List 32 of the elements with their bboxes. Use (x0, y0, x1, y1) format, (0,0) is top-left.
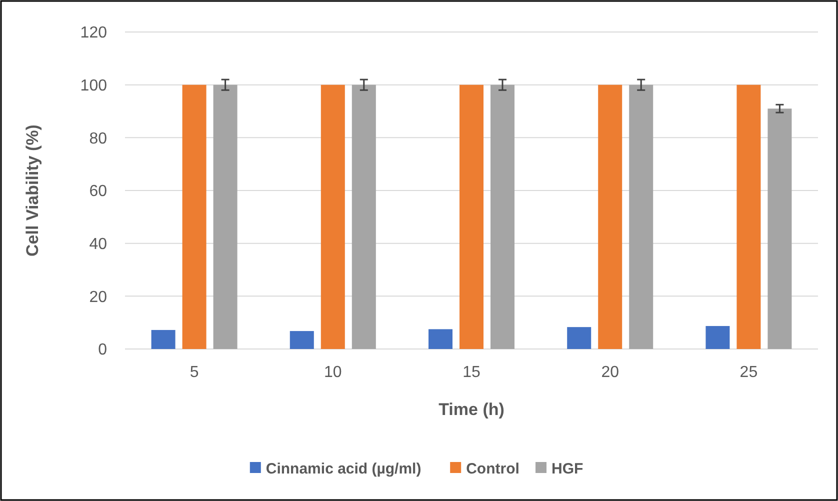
y-tick-label: 60 (89, 183, 108, 200)
bar (290, 331, 314, 349)
x-tick-label: 10 (324, 364, 342, 381)
y-tick-label: 20 (89, 288, 108, 306)
bar (736, 84, 761, 349)
y-axis-title: Cell Viability (%) (23, 124, 42, 256)
bar (629, 84, 654, 349)
bar (598, 84, 622, 349)
y-tick-label: 80 (89, 130, 108, 148)
x-tick-label: 5 (190, 364, 199, 381)
bar (460, 84, 484, 349)
bar (567, 327, 592, 349)
bar (182, 84, 206, 349)
y-tick-label: 0 (98, 342, 108, 359)
legend-label: HGF (552, 460, 584, 478)
bar (490, 84, 514, 349)
y-tick-label: 40 (89, 236, 108, 253)
x-tick-label: 15 (462, 364, 480, 381)
x-tick-label: 25 (740, 364, 758, 381)
x-tick-label: 20 (601, 364, 620, 381)
y-tick-label: 100 (80, 77, 108, 94)
x-axis-title: Time (h) (438, 400, 504, 419)
legend-label: Control (466, 460, 520, 478)
y-tick-label: 120 (80, 24, 108, 42)
legend-label: Cinnamic acid (µg/ml) (266, 460, 422, 478)
bar (428, 329, 452, 349)
bar (320, 84, 345, 349)
bar (352, 84, 376, 349)
bar (706, 326, 730, 349)
bar (213, 84, 238, 349)
bar (768, 108, 792, 349)
bar (151, 330, 176, 349)
